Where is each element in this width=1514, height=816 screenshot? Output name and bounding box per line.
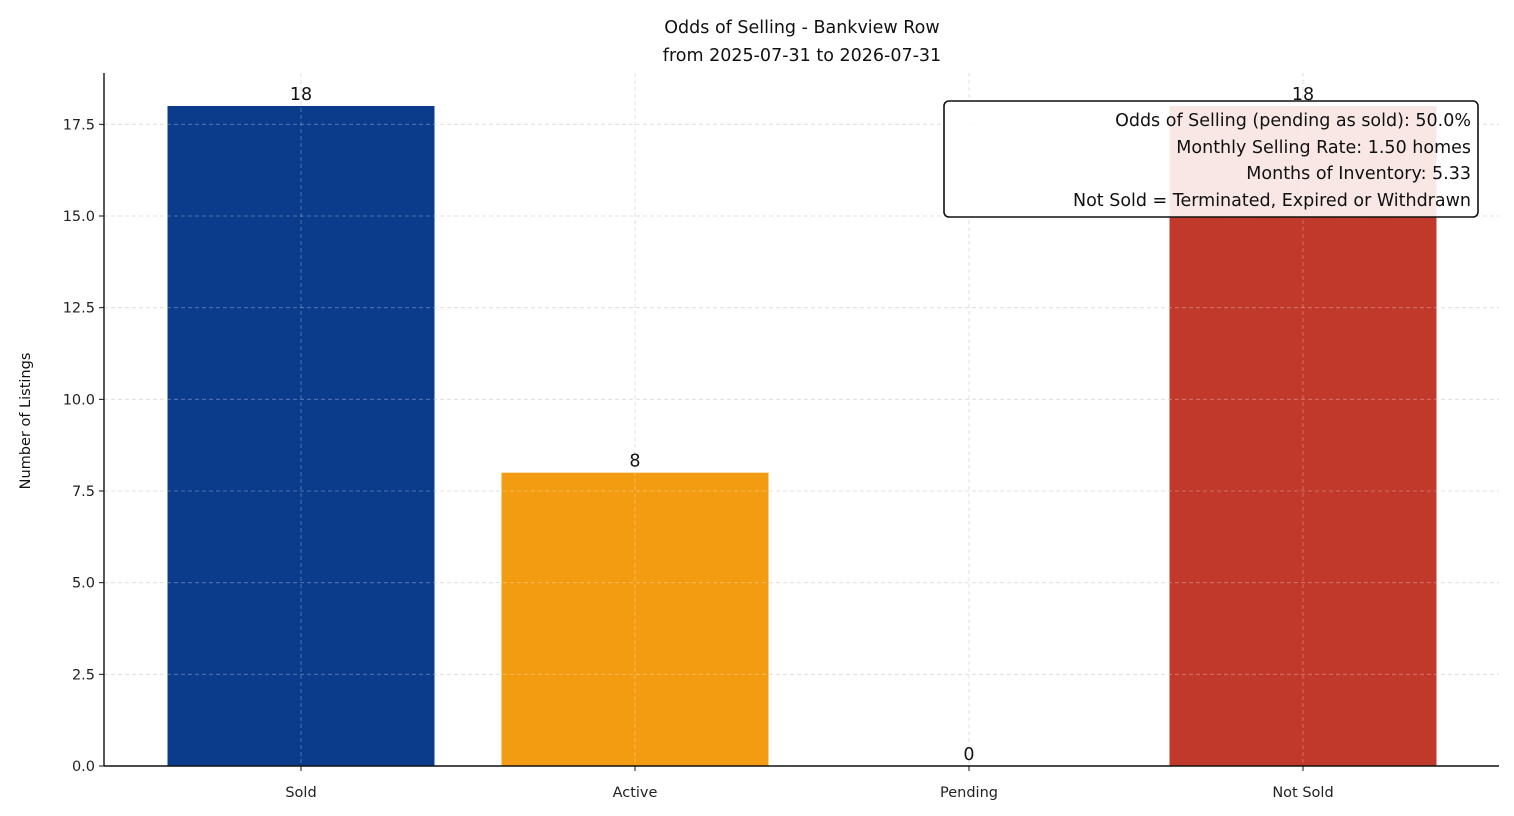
annotation-box-frame — [943, 100, 1479, 218]
y-tick-label: 15.0 — [63, 209, 95, 225]
x-tick-label: Pending — [940, 785, 998, 801]
bar-value-label: 18 — [1292, 85, 1314, 105]
annotation-box: Odds of Selling (pending as sold): 50.0%… — [943, 100, 1479, 218]
y-tick-label: 5.0 — [72, 576, 95, 592]
axes: 0.0 2.5 5.0 7.5 10.0 12.5 15.0 17.5 Sold Active Pe… — [63, 73, 1499, 801]
bar-value-label: 0 — [963, 745, 974, 765]
chart-subtitle: from 2025-07-31 to 2026-07-31 — [663, 46, 941, 66]
bar-value-label: 8 — [629, 452, 640, 472]
bar-labels: 18 8 0 18 — [290, 85, 1314, 765]
x-tick-label: Not Sold — [1272, 785, 1333, 801]
bar-active — [501, 472, 769, 766]
y-tick-label: 2.5 — [72, 667, 95, 683]
y-tick-label: 7.5 — [72, 484, 95, 500]
x-tick-label: Sold — [285, 785, 316, 801]
y-tick-label: 12.5 — [63, 301, 95, 317]
y-axis-title: Number of Listings — [18, 353, 34, 490]
bar-value-label: 18 — [290, 85, 312, 105]
annotation-line-1: Odds of Selling (pending as sold): 50.0% — [1115, 111, 1471, 131]
bar-sold — [167, 106, 435, 766]
y-tick-label: 17.5 — [63, 117, 95, 133]
x-tick-label: Active — [613, 785, 658, 801]
annotation-line-4: Not Sold = Terminated, Expired or Withdr… — [1073, 191, 1471, 211]
y-tick-label: 0.0 — [72, 759, 95, 775]
chart-title: Odds of Selling - Bankview Row — [664, 18, 939, 38]
annotation-line-2: Monthly Selling Rate: 1.50 homes — [1176, 138, 1471, 158]
annotation-line-3: Months of Inventory: 5.33 — [1246, 164, 1471, 184]
y-tick-label: 10.0 — [63, 392, 95, 408]
bars — [104, 73, 1499, 766]
